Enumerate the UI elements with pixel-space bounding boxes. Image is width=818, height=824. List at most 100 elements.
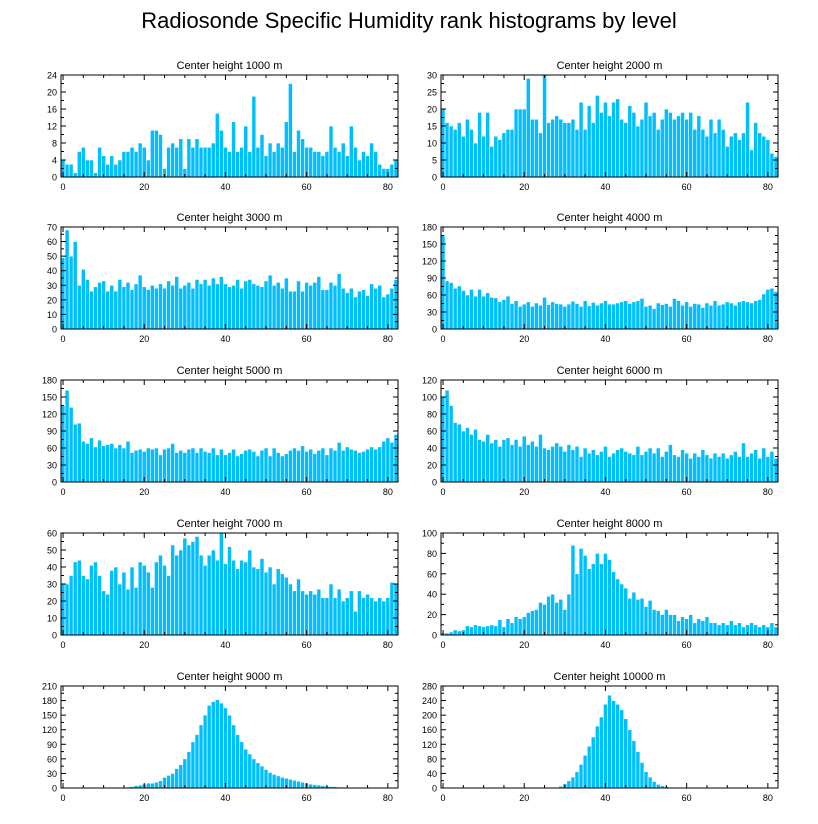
histogram-bar [444,389,450,483]
histogram-bar [178,449,184,483]
histogram-bar [296,449,301,483]
histogram-bar [546,449,551,483]
x-tick-label: 60 [302,640,312,650]
histogram-bar [154,447,159,483]
histogram-bar [692,129,698,178]
histogram-bar [239,146,245,178]
histogram-bar [166,146,171,178]
histogram-bar [590,122,596,178]
histogram-bar [611,571,616,636]
histogram-bar [668,614,673,636]
histogram-bar [393,434,399,483]
histogram-bar [97,146,102,178]
histogram-bar [574,445,580,483]
histogram-bar [659,118,665,178]
histogram-bar [664,303,669,330]
histogram-bar [469,289,474,330]
histogram-bar [546,595,551,636]
page-title: Radiosonde Specific Humidity rank histog… [141,8,677,33]
histogram-bar [765,139,771,178]
histogram-bar [530,440,535,483]
histogram-bar [292,590,297,636]
histogram-bar [615,578,620,636]
histogram-bar [692,622,698,636]
x-tick-label: 80 [383,793,393,803]
histogram-bar [761,624,767,636]
histogram-bar [627,729,633,789]
histogram-bar [113,163,119,178]
histogram-panel-10: Center height 10000 m0408012016020024028… [422,671,779,803]
y-tick-label: 20 [427,105,437,115]
histogram-bar [505,129,511,178]
histogram-panel-5: Center height 5000 m 0 30 60 90 120 150 180 0 20 4… [42,365,399,497]
x-tick-label: 40 [600,487,610,497]
histogram-bar [320,155,326,178]
histogram-bar [485,112,491,178]
x-tick-label: 60 [682,487,692,497]
histogram-bar [570,544,576,636]
histogram-bar [344,155,350,178]
histogram-bar [101,445,106,483]
histogram-bar [708,304,714,330]
histogram-bar [174,452,180,483]
histogram-bar [105,593,111,636]
y-tick-label: 16 [47,105,57,115]
histogram-bar [194,452,200,483]
x-tick-label: 80 [383,487,393,497]
y-tick-label: 30 [47,461,57,471]
histogram-bar [162,564,167,636]
histogram-bar [643,101,649,178]
x-tick-label: 0 [441,334,446,344]
histogram-bar [166,775,171,789]
histogram-bar [251,95,257,178]
histogram-bar [720,452,726,483]
histogram-bar [655,610,661,636]
histogram-bar [623,451,629,483]
x-tick-label: 40 [220,793,230,803]
histogram-bar [643,451,649,483]
histogram-bar [336,442,342,483]
histogram-bar [570,300,576,330]
x-tick-label: 20 [139,334,149,344]
histogram-bar [574,303,580,330]
histogram-bar [647,776,653,789]
histogram-bar [611,452,616,483]
x-tick-label: 80 [383,182,393,192]
histogram-bar [631,112,637,178]
histogram-bar [296,578,301,636]
histogram-bar [369,142,374,178]
histogram-bar [550,593,555,636]
panel-title: Center height 8000 m [557,518,663,530]
histogram-bar [210,701,216,789]
histogram-bar [619,301,625,330]
histogram-bar [566,303,572,330]
histogram-bar [700,307,706,330]
y-tick-label: 0 [52,173,57,183]
histogram-bar [174,146,180,178]
histogram-bar [546,122,551,178]
histogram-bar [133,449,139,483]
histogram-bar [227,452,232,483]
x-tick-label: 0 [61,793,66,803]
histogram-bar [243,280,249,330]
x-tick-label: 20 [139,640,149,650]
y-tick-label: 20 [427,610,437,620]
y-tick-label: 0 [432,478,437,488]
histogram-bar [64,583,70,636]
histogram-bar [501,299,507,330]
y-tick-label: 280 [422,682,437,692]
y-tick-label: 24 [47,71,57,81]
histogram-bar [655,302,661,330]
histogram-bar [93,561,98,636]
histogram-bar [89,290,94,330]
histogram-bar [672,614,677,636]
histogram-bar [105,290,111,330]
histogram-bar [724,457,730,483]
x-tick-label: 20 [519,640,529,650]
histogram-bar [469,129,474,178]
y-tick-label: 40 [427,590,437,600]
histogram-bar [521,435,527,483]
histogram-bar [586,305,592,330]
x-tick-label: 0 [61,334,66,344]
histogram-bar [369,597,374,636]
